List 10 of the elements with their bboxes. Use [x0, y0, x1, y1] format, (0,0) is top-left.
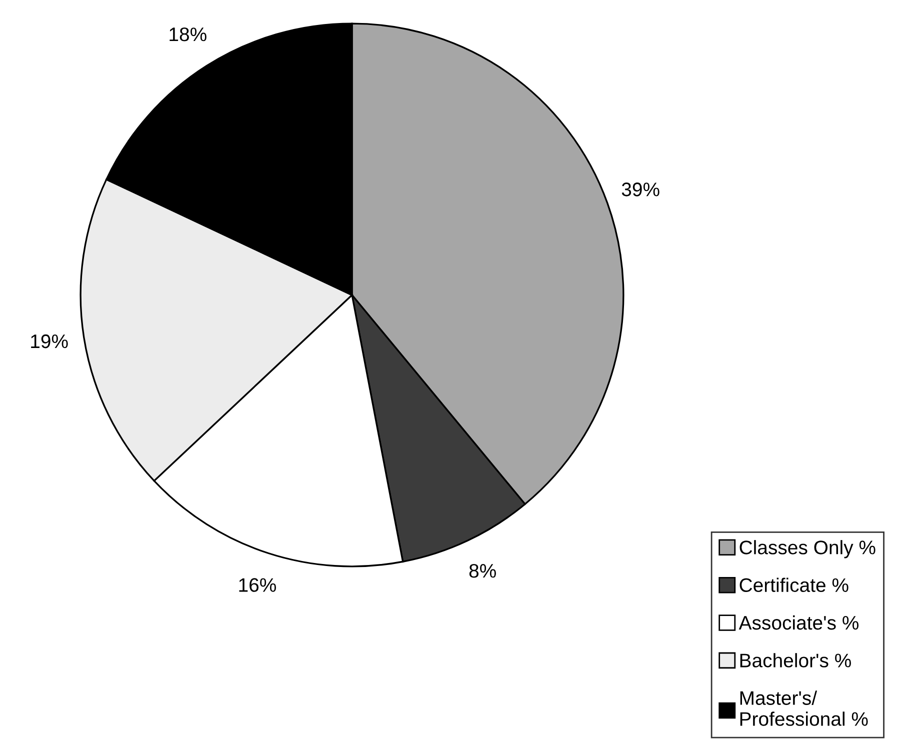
- legend-label: Bachelor's %: [740, 653, 851, 668]
- data-label: 19%: [31, 334, 68, 348]
- data-label: 18%: [170, 27, 206, 42]
- data-label: 8%: [469, 564, 496, 578]
- legend-label: Master's/ Professional %: [740, 690, 868, 726]
- legend-label: Classes Only %: [740, 540, 876, 558]
- data-label: 39%: [622, 182, 660, 196]
- legend-label: Certificate %: [740, 578, 848, 592]
- data-label: 16%: [239, 578, 276, 592]
- legend-label: Associate's %: [738, 615, 859, 630]
